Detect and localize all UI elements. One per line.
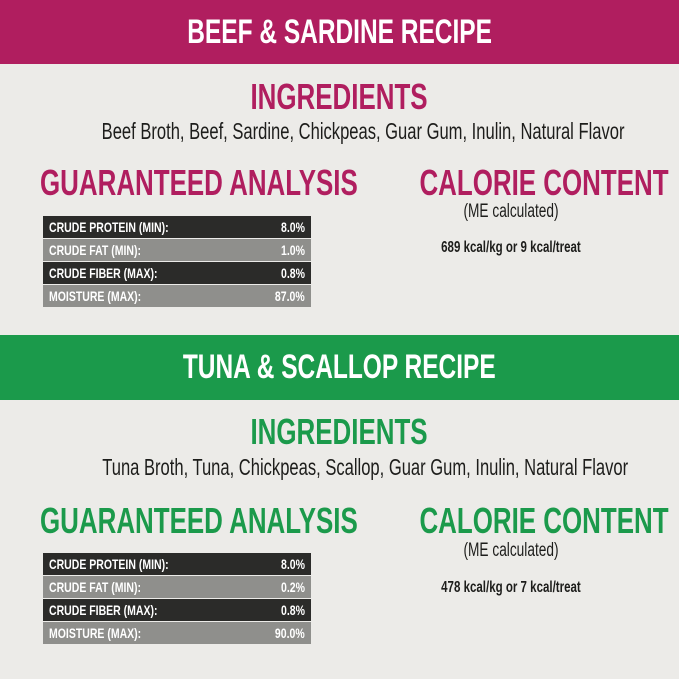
table-row: CRUDE FIBER (MAX): 0.8% bbox=[43, 599, 311, 622]
heading-text: GUARANTEED ANALYSIS bbox=[40, 162, 358, 203]
row-value: 0.2% bbox=[281, 579, 305, 595]
ingredients-text: Beef Broth, Beef, Sardine, Chickpeas, Gu… bbox=[101, 118, 625, 144]
tuna-calorie-note: (ME calculated) bbox=[371, 540, 651, 562]
beef-calorie-heading: CALORIE CONTENT bbox=[371, 162, 668, 204]
table-row: CRUDE FIBER (MAX): 0.8% bbox=[43, 262, 311, 285]
table-row: CRUDE FAT (MIN): 0.2% bbox=[43, 576, 311, 599]
table-row: MOISTURE (MAX): 87.0% bbox=[43, 285, 311, 308]
note-text: (ME calculated) bbox=[463, 201, 559, 222]
table-row: CRUDE FAT (MIN): 1.0% bbox=[43, 239, 311, 262]
row-label: CRUDE FIBER (MAX): bbox=[49, 265, 158, 281]
heading-text: INGREDIENTS bbox=[250, 411, 429, 452]
heading-text: CALORIE CONTENT bbox=[419, 162, 669, 203]
table-row: MOISTURE (MAX): 90.0% bbox=[43, 622, 311, 645]
row-label: CRUDE FAT (MIN): bbox=[49, 242, 141, 258]
row-label: CRUDE PROTEIN (MIN): bbox=[49, 219, 169, 235]
tuna-analysis-heading: GUARANTEED ANALYSIS bbox=[40, 500, 481, 542]
kcal-text: 689 kcal/kg or 9 kcal/treat bbox=[441, 239, 581, 256]
beef-recipe-header: BEEF & SARDINE RECIPE bbox=[0, 0, 679, 64]
row-label: CRUDE FIBER (MAX): bbox=[49, 602, 158, 618]
note-text: (ME calculated) bbox=[463, 540, 559, 561]
beef-analysis-table: CRUDE PROTEIN (MIN): 8.0% CRUDE FAT (MIN)… bbox=[43, 216, 311, 308]
tuna-recipe-title: TUNA & SCALLOP RECIPE bbox=[183, 348, 496, 386]
kcal-text: 478 kcal/kg or 7 kcal/treat bbox=[441, 579, 581, 596]
row-label: MOISTURE (MAX): bbox=[49, 625, 142, 641]
beef-calorie-value: 689 kcal/kg or 9 kcal/treat bbox=[371, 239, 651, 257]
tuna-analysis-table: CRUDE PROTEIN (MIN): 8.0% CRUDE FAT (MIN)… bbox=[43, 553, 311, 645]
beef-calorie-note: (ME calculated) bbox=[371, 201, 651, 223]
row-value: 1.0% bbox=[281, 242, 305, 258]
row-value: 8.0% bbox=[281, 219, 305, 235]
ingredients-text: Tuna Broth, Tuna, Chickpeas, Scallop, Gu… bbox=[102, 454, 629, 480]
row-label: CRUDE PROTEIN (MIN): bbox=[49, 556, 169, 572]
table-row: CRUDE PROTEIN (MIN): 8.0% bbox=[43, 216, 311, 239]
row-value: 87.0% bbox=[275, 288, 305, 304]
beef-ingredients-heading: INGREDIENTS bbox=[0, 76, 679, 118]
table-row: CRUDE PROTEIN (MIN): 8.0% bbox=[43, 553, 311, 576]
heading-text: INGREDIENTS bbox=[250, 76, 429, 117]
row-value: 8.0% bbox=[281, 556, 305, 572]
tuna-ingredients-heading: INGREDIENTS bbox=[0, 411, 679, 453]
beef-recipe-title: BEEF & SARDINE RECIPE bbox=[187, 13, 492, 51]
heading-text: CALORIE CONTENT bbox=[419, 500, 669, 541]
beef-analysis-heading: GUARANTEED ANALYSIS bbox=[40, 162, 481, 204]
tuna-calorie-value: 478 kcal/kg or 7 kcal/treat bbox=[371, 579, 651, 597]
row-value: 0.8% bbox=[281, 265, 305, 281]
tuna-ingredients-list: Tuna Broth, Tuna, Chickpeas, Scallop, Gu… bbox=[0, 454, 679, 481]
row-label: MOISTURE (MAX): bbox=[49, 288, 142, 304]
row-value: 0.8% bbox=[281, 602, 305, 618]
tuna-recipe-header: TUNA & SCALLOP RECIPE bbox=[0, 335, 679, 400]
beef-ingredients-list: Beef Broth, Beef, Sardine, Chickpeas, Gu… bbox=[0, 118, 679, 145]
heading-text: GUARANTEED ANALYSIS bbox=[40, 500, 358, 541]
row-value: 90.0% bbox=[275, 625, 305, 641]
tuna-calorie-heading: CALORIE CONTENT bbox=[371, 500, 668, 542]
row-label: CRUDE FAT (MIN): bbox=[49, 579, 141, 595]
